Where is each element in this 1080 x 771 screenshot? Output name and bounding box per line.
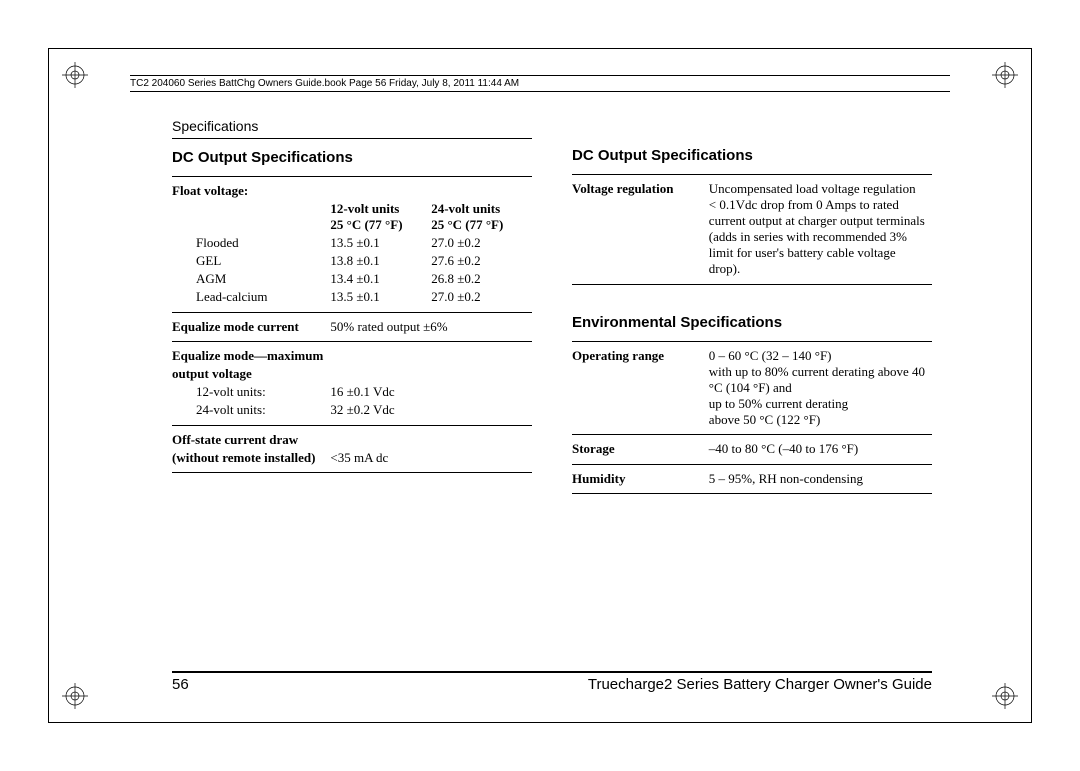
crop-mark-icon [62,683,88,709]
humidity-label: Humidity [572,471,625,486]
cell-value: 13.8 ±0.1 [330,252,431,270]
table-row: GEL13.8 ±0.127.6 ±0.2 [172,252,532,270]
col-24v-temp: 25 °C (77 °F) [431,217,503,232]
float-voltage-table: Float voltage: 12-volt units25 °C (77 °F… [172,176,532,480]
breadcrumb: Specifications [172,118,532,139]
cell-value: 27.0 ±0.2 [431,288,532,306]
col-12v-temp: 25 °C (77 °F) [330,217,402,232]
eq-12v-label: 12-volt units: [172,383,330,401]
cell-value: 26.8 ±0.2 [431,270,532,288]
book-title: Truecharge2 Series Battery Charger Owner… [588,676,932,693]
table-row: Flooded13.5 ±0.127.0 ±0.2 [172,234,532,252]
crop-mark-icon [992,683,1018,709]
cell-value: 13.5 ±0.1 [330,234,431,252]
off-state-label-2: (without remote installed) [172,450,315,465]
eq-max-label-1: Equalize mode—maximum [172,348,323,363]
storage-value: –40 to 80 °C (–40 to 176 °F) [709,435,932,459]
crop-mark-icon [992,62,1018,88]
environmental-table: Operating range 0 – 60 °C (32 – 140 °F) w… [572,341,932,502]
battery-type: GEL [172,252,330,270]
eq-12v-value: 16 ±0.1 Vdc [330,383,532,401]
eq-current-label: Equalize mode current [172,319,299,334]
cell-value: 27.0 ±0.2 [431,234,532,252]
table-row: Lead-calcium13.5 ±0.127.0 ±0.2 [172,288,532,306]
eq-current-value: 50% rated output ±6% [330,312,532,336]
header-text: TC2 204060 Series BattChg Owners Guide.b… [130,78,519,89]
section-title: DC Output Specifications [572,147,932,164]
crop-mark-icon [62,62,88,88]
cell-value: 13.5 ±0.1 [330,288,431,306]
cell-value: 27.6 ±0.2 [431,252,532,270]
page-footer: 56 Truecharge2 Series Battery Charger Ow… [172,671,932,693]
table-row: AGM13.4 ±0.126.8 ±0.2 [172,270,532,288]
document-header: TC2 204060 Series BattChg Owners Guide.b… [130,75,950,92]
operating-range-value: 0 – 60 °C (32 – 140 °F) with up to 80% c… [709,341,932,429]
humidity-value: 5 – 95%, RH non-condensing [709,464,932,488]
cell-value: 13.4 ±0.1 [330,270,431,288]
col-24v-header: 24-volt units [431,201,500,216]
page-number: 56 [172,676,189,693]
eq-24v-value: 32 ±0.2 Vdc [330,401,532,419]
off-state-label-1: Off-state current draw [172,432,298,447]
voltage-regulation-table: Voltage regulation Uncompensated load vol… [572,174,932,292]
voltage-reg-value: Uncompensated load voltage regulation < … [709,175,932,279]
right-column: DC Output Specifications Voltage regulat… [572,118,932,685]
battery-type: AGM [172,270,330,288]
float-voltage-label: Float voltage: [172,183,248,198]
section-title: DC Output Specifications [172,149,532,166]
page-content: Specifications DC Output Specifications … [172,118,932,685]
col-12v-header: 12-volt units [330,201,399,216]
storage-label: Storage [572,441,615,456]
off-state-value: <35 mA dc [330,449,532,467]
eq-max-label-2: output voltage [172,366,252,381]
battery-type: Lead-calcium [172,288,330,306]
battery-type: Flooded [172,234,330,252]
eq-24v-label: 24-volt units: [172,401,330,419]
left-column: Specifications DC Output Specifications … [172,118,532,685]
operating-range-label: Operating range [572,348,664,363]
voltage-reg-label: Voltage regulation [572,181,673,196]
section-title: Environmental Specifications [572,314,932,331]
